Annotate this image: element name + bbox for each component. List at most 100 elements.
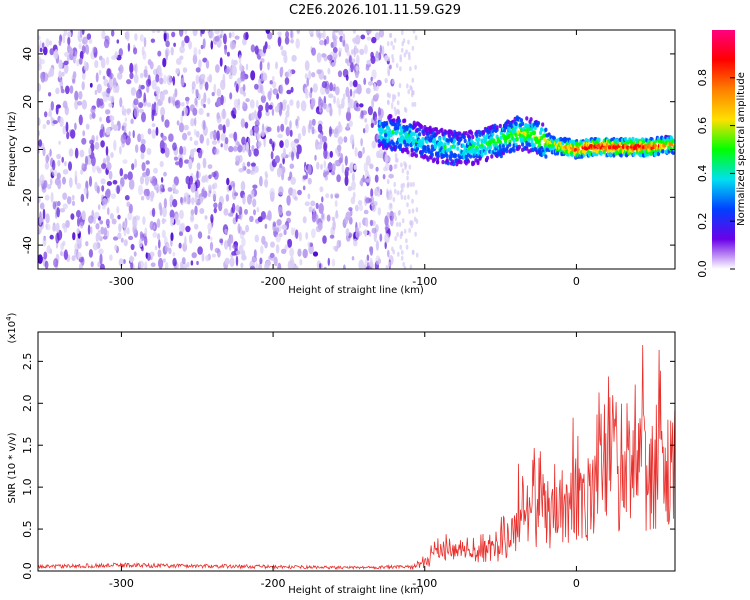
spectrogram-noise-cell <box>210 40 214 50</box>
spectrogram-noise-cell <box>241 230 246 235</box>
spectrogram-noise-cell <box>133 47 138 55</box>
spectrogram-noise-cell <box>70 48 74 56</box>
spectrogram-noise-cell <box>77 100 83 106</box>
spectrogram-signal-cell <box>438 136 442 142</box>
spectrogram-noise-cell <box>382 174 386 180</box>
spectrogram-noise-cell <box>265 260 271 267</box>
spectrogram-noise-cell <box>316 161 320 170</box>
spectrogram-noise-cell <box>166 74 172 86</box>
spectrogram-noise-cell <box>285 110 290 118</box>
spectrogram-noise-cell <box>352 79 358 88</box>
spectrogram-noise-cell <box>318 203 324 214</box>
spectrogram-signal-cell <box>597 137 601 143</box>
spectrogram-noise-cell <box>141 46 145 56</box>
spectrogram-noise-cell <box>365 155 371 166</box>
spectrogram-noise-cell <box>319 263 322 269</box>
spectrogram-noise-cell <box>161 229 166 239</box>
spectrogram-noise-cell <box>370 122 374 128</box>
spectrogram-noise-cell <box>360 110 364 119</box>
spectrogram-noise-cell <box>100 140 105 148</box>
spectrogram-noise-cell <box>158 202 162 211</box>
spectrogram-noise-cell <box>286 195 291 206</box>
spectrogram-noise-cell <box>163 198 167 209</box>
snr-xtick-label: -300 <box>109 577 134 590</box>
spectrogram-noise-cell <box>203 103 206 109</box>
spectrogram-noise-cell <box>45 213 50 224</box>
spectrogram-noise-cell <box>232 244 238 250</box>
spectrogram-noise-cell <box>139 231 143 238</box>
spectrogram-noise-cell <box>154 245 158 251</box>
spectrogram-noise-cell <box>171 31 176 38</box>
spectrogram-noise-cell <box>156 30 161 33</box>
spectrogram-noise-cell <box>163 171 167 177</box>
spectrogram-noise-cell <box>356 54 360 65</box>
spectrogram-noise-cell <box>234 35 240 40</box>
spectrogram-noise-cell <box>130 243 135 251</box>
spectrogram-noise-cell <box>341 163 345 174</box>
spectrogram-noise-cell <box>172 252 176 257</box>
spectrogram-noise-cell <box>59 250 63 256</box>
colorbar-tick-label: 0.0 <box>696 260 709 278</box>
spectrogram-noise-cell <box>384 162 390 171</box>
spectrogram-speckle <box>393 188 397 194</box>
spectrogram-noise-cell <box>55 222 60 233</box>
spectrogram-noise-cell <box>74 99 79 110</box>
spectrogram-noise-cell <box>161 114 165 123</box>
spectrogram-noise-cell <box>38 196 41 204</box>
spectrogram-noise-cell <box>258 262 262 269</box>
spectrogram-noise-cell <box>168 133 174 142</box>
spectrogram-signal-cell <box>602 150 606 155</box>
spectrogram-noise-cell <box>352 37 357 43</box>
spectrogram-noise-cell <box>186 261 190 268</box>
spectrogram-speckle <box>391 57 395 63</box>
spectrogram-noise-cell <box>157 233 161 240</box>
spectrogram-noise-cell <box>38 56 42 67</box>
spectrogram-noise-cell <box>213 202 218 209</box>
spectrogram-noise-cell <box>182 67 188 73</box>
spectrogram-noise-cell <box>309 90 313 99</box>
spectrogram-signal-cell <box>430 144 434 149</box>
spectrogram-noise-cell <box>188 234 193 244</box>
spectrogram-noise-cell <box>302 185 306 191</box>
spectrogram-noise-cell <box>259 61 263 71</box>
spectrogram-signal-cell <box>510 133 514 138</box>
spectrogram-noise-cell <box>220 30 224 35</box>
spectrogram-noise-cell <box>250 44 256 53</box>
spectrogram-speckle <box>415 207 419 213</box>
spectrogram-noise-cell <box>315 225 322 233</box>
spectrogram-noise-cell <box>203 190 208 198</box>
spectrogram-noise-cell <box>342 33 346 41</box>
spectrogram-noise-cell <box>128 131 131 137</box>
spectrogram-noise-cell <box>357 150 363 159</box>
spectrogram-noise-cell <box>213 207 217 214</box>
spectrogram-noise-cell <box>366 36 372 41</box>
spectrogram-noise-cell <box>224 44 228 55</box>
spectrogram-noise-cell <box>99 263 105 269</box>
colorbar-tick-label: 0.2 <box>696 212 709 230</box>
spectrogram-signal-cell <box>463 138 467 144</box>
spectrogram-noise-cell <box>80 169 84 175</box>
spectrogram-noise-cell <box>204 215 208 220</box>
spectrogram-noise-cell <box>58 140 61 145</box>
spectrogram-noise-cell <box>198 48 201 55</box>
spectrogram-noise-cell <box>216 88 222 97</box>
spectrogram-noise-cell <box>79 149 85 158</box>
spectrogram-noise-cell <box>226 177 230 186</box>
spectrogram-noise-cell <box>38 35 41 41</box>
spectrogram-signal-cell <box>480 152 484 157</box>
spectrogram-noise-cell <box>270 241 275 248</box>
spectrogram-noise-cell <box>312 207 316 214</box>
spectrogram-noise-cell <box>132 130 135 139</box>
spectrogram-noise-cell <box>319 39 325 46</box>
spectrogram-noise-cell <box>103 39 110 49</box>
spectrogram-noise-cell <box>327 54 333 61</box>
spectrogram-noise-cell <box>179 45 185 54</box>
spectrogram-noise-cell <box>264 170 268 177</box>
spectrogram-noise-cell <box>265 30 270 34</box>
spectrogram-noise-cell <box>245 63 249 71</box>
spectrogram-noise-cell <box>221 109 227 120</box>
spectrogram-noise-cell <box>196 260 199 266</box>
spectrogram-noise-cell <box>207 192 211 198</box>
spectrogram-noise-cell <box>122 220 127 229</box>
spectrogram-noise-cell <box>90 226 93 235</box>
